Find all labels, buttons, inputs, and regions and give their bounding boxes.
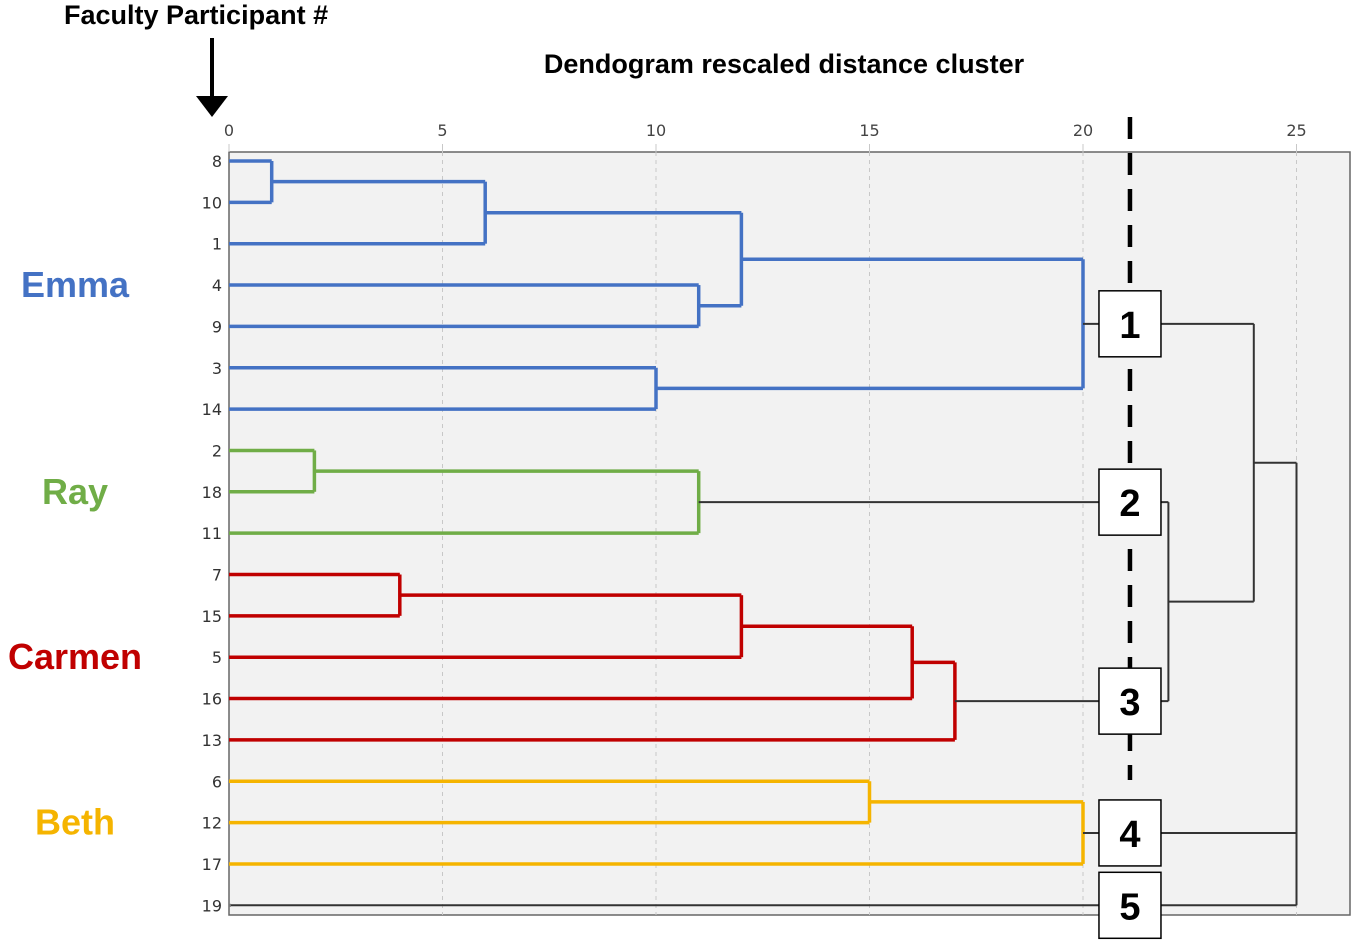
plot-area: 0 5 10 15 20 25810149314218117155161361217191…	[8, 117, 1351, 940]
chart-title: Dendogram rescaled distance cluster	[544, 49, 1025, 79]
leaf-label: 10	[202, 193, 222, 212]
x-tick-label: 5	[437, 121, 447, 140]
x-tick-label: 15	[859, 121, 879, 140]
leaf-label: 19	[202, 896, 222, 915]
leaf-label: 5	[212, 648, 222, 667]
leaf-label: 15	[202, 607, 222, 626]
leaf-label: 3	[212, 359, 222, 378]
leaf-label: 6	[212, 772, 222, 791]
cluster-box	[1098, 290, 1162, 358]
cluster-number: 3	[1119, 682, 1140, 724]
leaf-label: 11	[202, 524, 222, 543]
group-label: Carmen	[8, 636, 142, 677]
leaf-label: 7	[212, 566, 222, 585]
leaf-label: 14	[202, 400, 222, 419]
leaf-label: 13	[202, 731, 222, 750]
cluster-box	[1098, 871, 1162, 940]
x-tick-label: 10	[646, 121, 666, 140]
leaf-label: 1	[212, 235, 222, 254]
leaf-label: 18	[202, 483, 222, 502]
x-tick-label: 25	[1286, 121, 1306, 140]
cluster-number: 2	[1119, 483, 1140, 525]
cluster-number: 4	[1119, 814, 1140, 856]
leaf-label: 16	[202, 690, 222, 709]
down-arrow-head-icon	[196, 96, 228, 117]
x-tick-label: 20	[1073, 121, 1093, 140]
group-label: Ray	[42, 471, 108, 512]
group-label: Beth	[35, 802, 115, 843]
cluster-number: 5	[1119, 886, 1140, 928]
cluster-box	[1098, 799, 1162, 867]
cluster-box	[1098, 468, 1162, 536]
cluster-box	[1098, 667, 1162, 735]
x-tick-label: 0	[224, 121, 234, 140]
group-label: Emma	[21, 264, 130, 305]
leaf-label: 2	[212, 441, 222, 460]
cluster-number: 1	[1119, 305, 1140, 347]
leaf-label: 8	[212, 152, 222, 171]
leaf-label: 4	[212, 276, 222, 295]
y-axis-label: Faculty Participant #	[64, 0, 328, 30]
leaf-label: 12	[202, 814, 222, 833]
leaf-label: 9	[212, 317, 222, 336]
leaf-label: 17	[202, 855, 222, 874]
